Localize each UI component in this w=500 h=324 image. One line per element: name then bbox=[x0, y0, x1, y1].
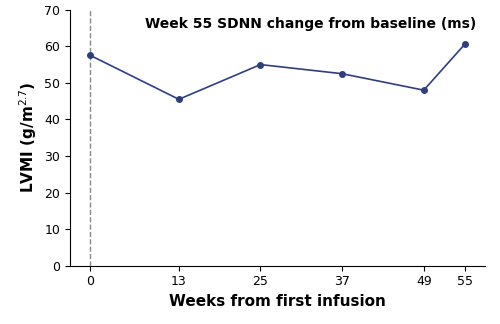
X-axis label: Weeks from first infusion: Weeks from first infusion bbox=[169, 294, 386, 309]
Y-axis label: LVMI (g/m$^{2.7}$): LVMI (g/m$^{2.7}$) bbox=[17, 82, 38, 193]
Text: Week 55 SDNN change from baseline (ms): Week 55 SDNN change from baseline (ms) bbox=[144, 17, 476, 31]
